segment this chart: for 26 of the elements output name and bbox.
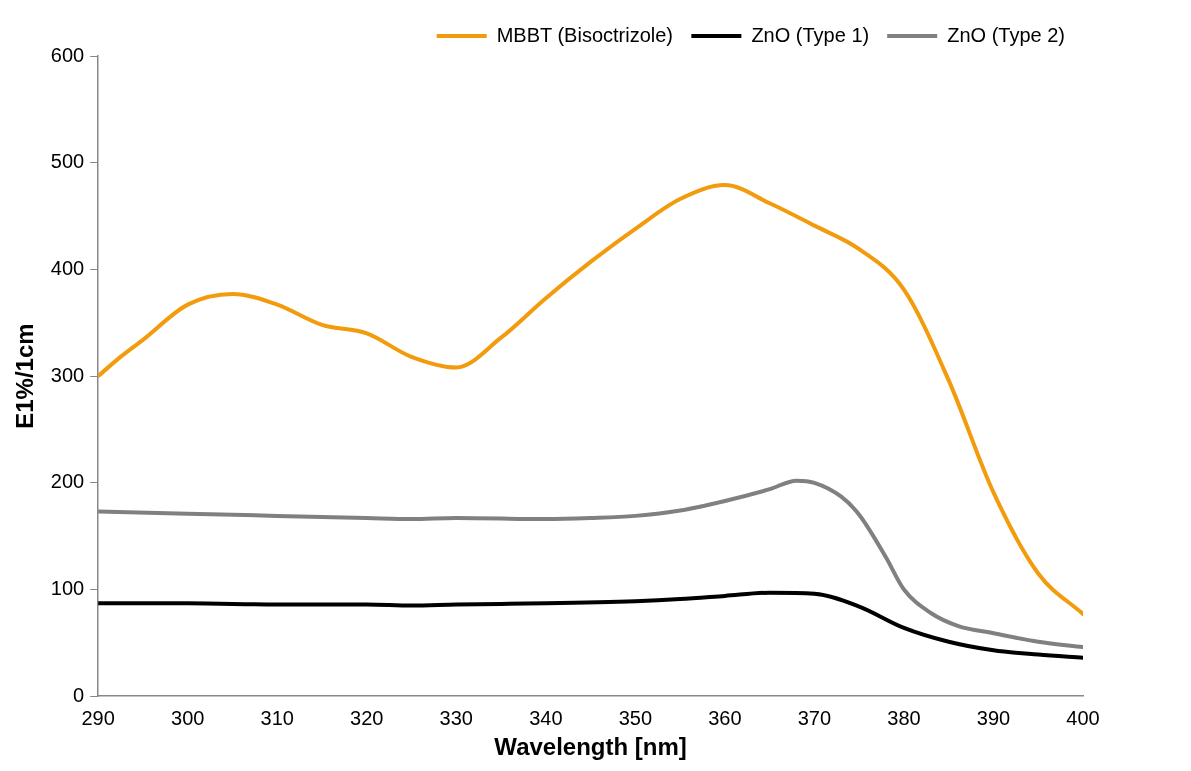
x-tick-label: 330 — [439, 706, 473, 729]
x-tick-label: 320 — [350, 706, 384, 729]
x-tick-label: 380 — [887, 706, 921, 729]
x-tick-label: 400 — [1066, 706, 1100, 729]
x-tick-label: 300 — [171, 706, 205, 729]
y-tick-label: 500 — [50, 150, 85, 173]
y-tick-label: 600 — [50, 43, 85, 66]
x-tick-label: 390 — [976, 706, 1011, 729]
x-tick-label: 340 — [529, 706, 563, 729]
x-axis-title: Wavelength [nm] — [494, 733, 687, 761]
x-tick-label: 370 — [797, 706, 832, 729]
y-tick-label: 200 — [50, 470, 85, 493]
y-axis-title: E1%/1cm — [11, 323, 39, 429]
line-series — [98, 183, 1083, 617]
x-tick-label: 350 — [618, 706, 653, 729]
y-tick-label: 300 — [50, 363, 85, 386]
x-tick-label: 290 — [81, 706, 115, 729]
legend-label: ZnO (Type 2) — [947, 23, 1065, 46]
x-tick-label: 360 — [708, 706, 742, 729]
y-tick-label: 0 — [73, 683, 85, 706]
x-tick-label: 310 — [260, 706, 294, 729]
line-series — [98, 590, 1083, 660]
legend-label: ZnO (Type 1) — [751, 23, 870, 46]
legend-label: MBBT (Bisoctrizole) — [496, 23, 674, 46]
y-tick-label: 400 — [50, 256, 85, 279]
y-tick-label: 100 — [50, 577, 85, 600]
